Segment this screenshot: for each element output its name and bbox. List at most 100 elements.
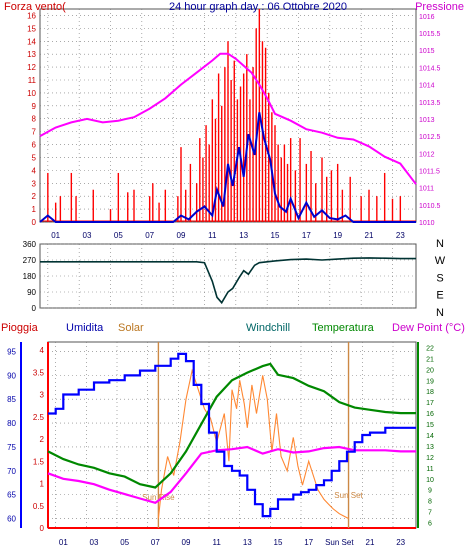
wind-axis-label: Forza vento( — [4, 1, 66, 13]
rain-y-tick-label: 3 — [40, 391, 45, 400]
humidity-y-tick-label: 85 — [7, 395, 16, 404]
rain-y-tick-label: 2.5 — [33, 413, 45, 422]
wind-y-tick-label: 13 — [27, 50, 36, 59]
hour-tick-label: 07 — [151, 538, 160, 547]
sunrise-annotation: Sun Rise — [142, 493, 175, 502]
temperature-y-tick-label: 9 — [428, 488, 432, 495]
direction-y-tick-label: 270 — [23, 256, 37, 265]
wind-y-tick-label: 0 — [32, 218, 37, 227]
compass-label: N — [436, 307, 444, 319]
hour-tick-label: 19 — [333, 231, 342, 240]
direction-y-tick-label: 90 — [27, 288, 36, 297]
hour-tick-label: 01 — [51, 231, 60, 240]
temperature-y-tick-label: 20 — [426, 367, 434, 374]
hour-tick-label: 15 — [274, 538, 283, 547]
pressure-y-tick-label: 1010 — [419, 220, 435, 227]
wind-y-tick-label: 5 — [32, 153, 37, 162]
hour-tick-label: 09 — [177, 231, 186, 240]
graph-title: 24 hour graph day : 06 Ottobre 2020 — [169, 1, 347, 13]
rain-y-tick-label: 2 — [40, 435, 45, 444]
direction-y-tick-label: 360 — [23, 240, 37, 249]
temperature-y-tick-label: 17 — [426, 400, 434, 407]
pressure-y-tick-label: 1015.5 — [419, 31, 441, 38]
wind-y-tick-label: 4 — [32, 166, 37, 175]
temperature-y-tick-label: 16 — [426, 411, 434, 418]
pressure-y-tick-label: 1013 — [419, 117, 435, 124]
temperature-y-tick-label: 22 — [426, 345, 434, 352]
hour-tick-label: Sun Set — [325, 538, 354, 547]
hour-tick-label: 23 — [396, 231, 405, 240]
bottom-header-label: Windchill — [246, 322, 290, 334]
pressure-y-tick-label: 1012.5 — [419, 134, 441, 141]
hour-tick-label: 21 — [366, 538, 375, 547]
rain-y-tick-label: 1 — [40, 480, 45, 489]
wind-y-tick-label: 14 — [27, 37, 36, 46]
hour-tick-label: 15 — [271, 231, 280, 240]
wind-y-tick-label: 8 — [32, 115, 37, 124]
wind-y-tick-label: 3 — [32, 179, 37, 188]
hour-tick-label: 13 — [243, 538, 252, 547]
wind-y-tick-label: 12 — [27, 63, 36, 72]
temperature-y-tick-label: 10 — [426, 477, 434, 484]
temperature-y-tick-label: 12 — [426, 455, 434, 462]
temperature-y-tick-label: 6 — [428, 521, 432, 528]
wind-y-tick-label: 1 — [32, 205, 37, 214]
wind-y-tick-label: 16 — [27, 11, 36, 20]
temperature-y-tick-label: 7 — [428, 510, 432, 517]
pressure-line — [39, 52, 417, 185]
pressure-y-tick-label: 1011 — [419, 186, 434, 193]
hour-tick-label: 11 — [213, 538, 222, 547]
hour-tick-label: 05 — [120, 538, 129, 547]
hour-tick-label: 21 — [365, 231, 374, 240]
pressure-y-tick-label: 1012 — [419, 151, 435, 158]
hour-tick-label: 17 — [302, 231, 311, 240]
pressure-y-tick-label: 1014.5 — [419, 65, 441, 72]
rain-y-tick-label: 0 — [40, 524, 45, 533]
temperature-line — [47, 362, 416, 489]
pressure-y-tick-label: 1014 — [419, 83, 435, 90]
bottom-header-label: Temperatura — [312, 322, 375, 334]
hour-tick-label: 23 — [396, 538, 405, 547]
hour-tick-label: 07 — [145, 231, 154, 240]
hour-tick-label: 13 — [239, 231, 248, 240]
sunset-annotation: Sun Set — [334, 491, 363, 500]
pressure-axis-label: Pressione — [415, 1, 464, 13]
humidity-y-tick-label: 65 — [7, 491, 16, 500]
bottom-header-label: Pioggia — [1, 322, 39, 334]
humidity-y-tick-label: 90 — [7, 371, 16, 380]
humidity-y-tick-label: 60 — [7, 514, 16, 523]
hour-tick-label: 09 — [182, 538, 191, 547]
temperature-y-tick-label: 14 — [426, 433, 434, 440]
wind-y-tick-label: 11 — [28, 76, 37, 85]
pressure-y-tick-label: 1013.5 — [419, 100, 441, 107]
wind-y-tick-label: 6 — [32, 141, 37, 150]
wind-y-tick-label: 7 — [32, 128, 37, 137]
bottom-header-label: Umidita — [66, 322, 104, 334]
compass-label: S — [436, 272, 443, 284]
rain-y-tick-label: 3.5 — [33, 368, 45, 377]
direction-y-tick-label: 0 — [32, 304, 37, 313]
humidity-y-tick-label: 80 — [7, 419, 16, 428]
hour-tick-label: 01 — [59, 538, 68, 547]
humidity-line — [48, 352, 416, 518]
pressure-y-tick-label: 1016 — [419, 14, 435, 21]
temperature-y-tick-label: 8 — [428, 499, 432, 506]
temperature-y-tick-label: 11 — [426, 466, 433, 473]
hour-tick-label: 17 — [304, 538, 313, 547]
wind-y-tick-label: 2 — [32, 192, 37, 201]
wind-y-tick-label: 10 — [27, 89, 36, 98]
hour-tick-label: 11 — [208, 231, 217, 240]
humidity-y-tick-label: 70 — [7, 467, 16, 476]
wind-average-line — [39, 112, 416, 223]
rain-y-tick-label: 4 — [40, 346, 45, 355]
bottom-header-label: Dew Point (°C) — [392, 322, 465, 334]
humidity-y-tick-label: 75 — [7, 443, 16, 452]
hour-tick-label: 05 — [114, 231, 123, 240]
temperature-y-tick-label: 15 — [426, 422, 434, 429]
bottom-panel-frame — [47, 341, 417, 529]
compass-label: E — [436, 290, 443, 302]
pressure-y-tick-label: 1015 — [419, 48, 435, 55]
bottom-header-label: Solar — [118, 322, 144, 334]
direction-y-tick-label: 180 — [23, 272, 37, 281]
